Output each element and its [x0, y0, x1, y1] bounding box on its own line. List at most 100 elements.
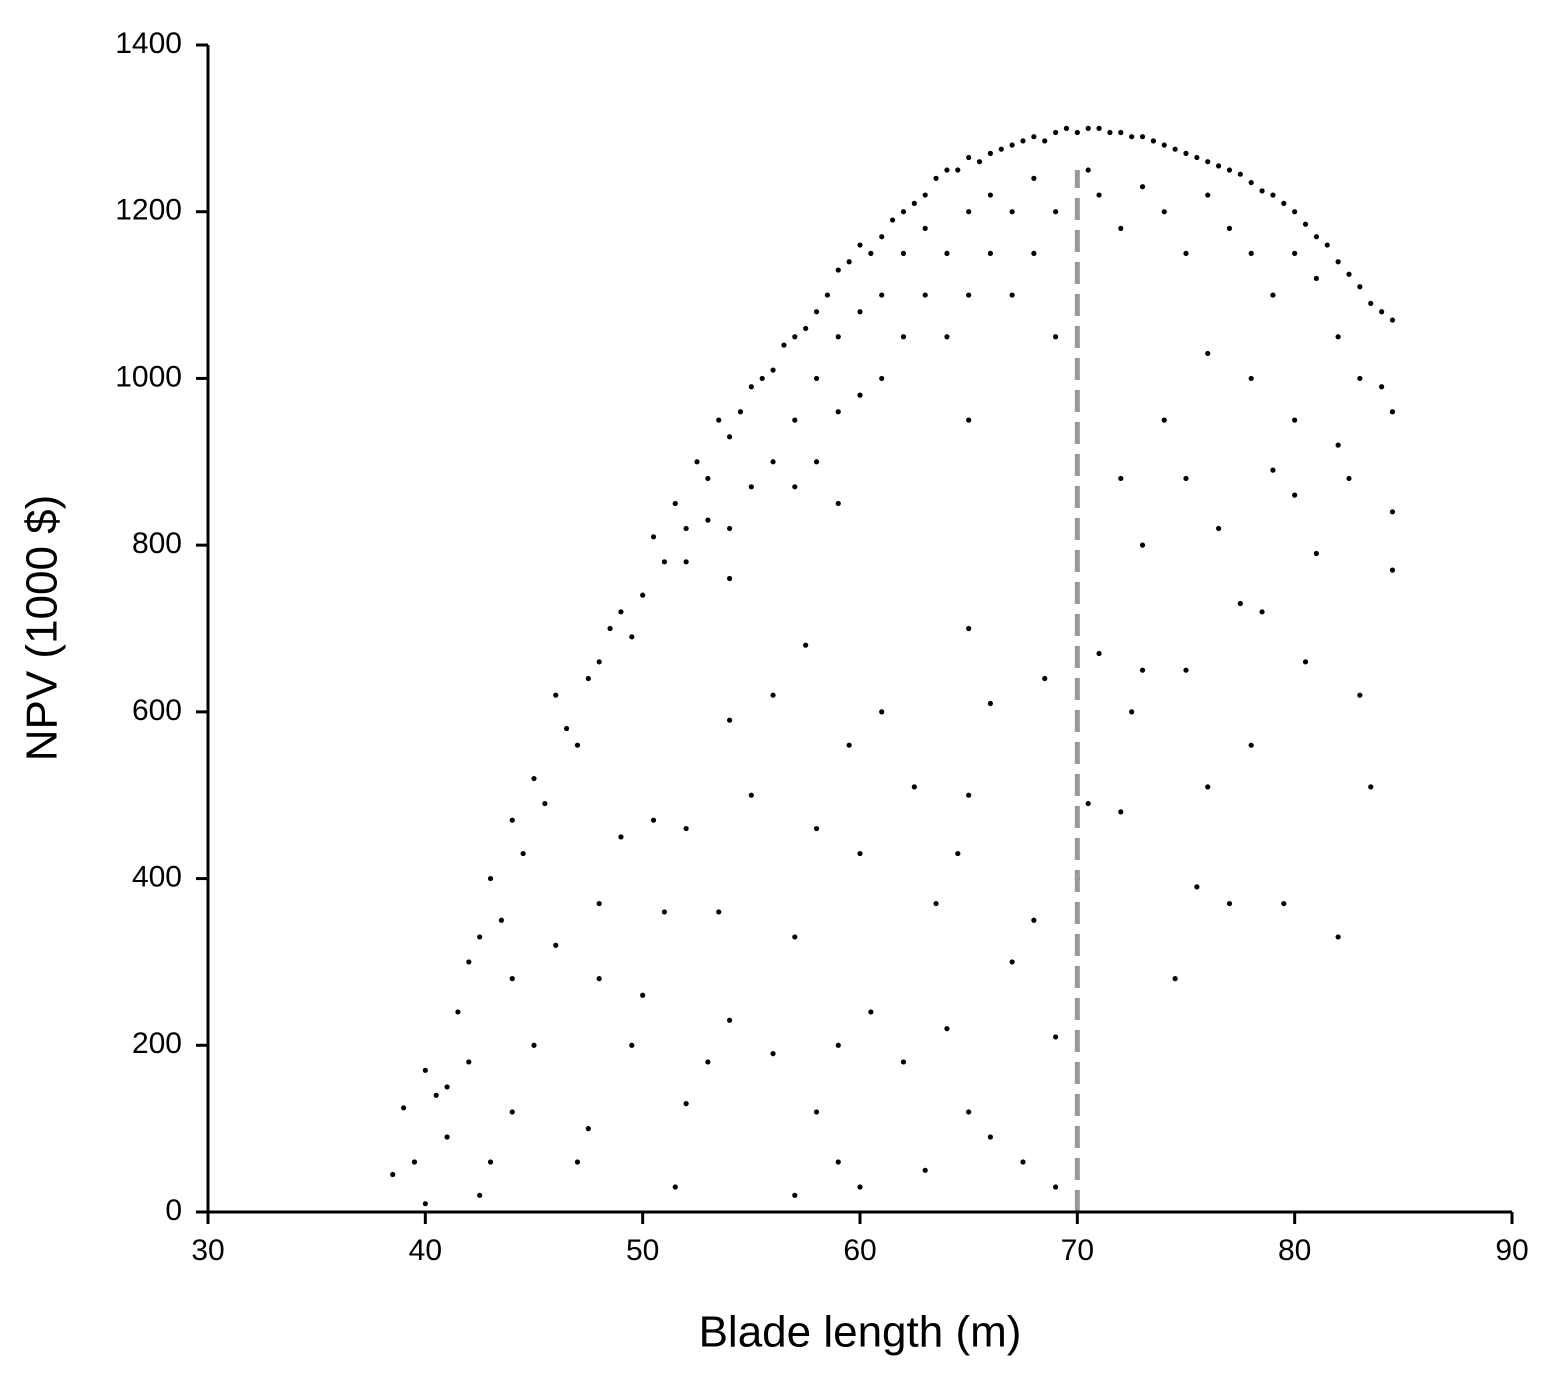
point [1085, 800, 1091, 807]
point [1270, 292, 1276, 298]
point [824, 292, 831, 298]
point [509, 976, 515, 982]
point [770, 459, 776, 465]
point [650, 817, 657, 823]
point [1379, 384, 1385, 390]
point [716, 417, 722, 423]
point [705, 1059, 711, 1065]
x-tick-label: 80 [1278, 1234, 1311, 1267]
point [1292, 209, 1298, 215]
point [694, 459, 700, 465]
point [727, 525, 733, 532]
point [716, 909, 722, 915]
point [803, 642, 809, 648]
point [770, 1051, 776, 1057]
point [433, 1092, 439, 1098]
point [727, 1017, 733, 1023]
point [1248, 742, 1254, 748]
point [1183, 250, 1189, 256]
point [1205, 159, 1211, 165]
y-tick-label: 0 [165, 1194, 182, 1227]
point [1053, 334, 1059, 340]
point [1389, 409, 1396, 415]
x-tick-label: 30 [191, 1234, 224, 1267]
point [879, 234, 885, 240]
point [1379, 309, 1385, 315]
point [944, 334, 950, 340]
point [803, 325, 809, 332]
point [1226, 167, 1233, 173]
y-tick-label: 200 [132, 1027, 182, 1060]
x-tick-label: 70 [1061, 1234, 1094, 1267]
point [1324, 242, 1330, 248]
point [890, 217, 896, 223]
point [1009, 292, 1015, 298]
point [911, 784, 917, 790]
point [1248, 375, 1254, 382]
point [487, 875, 494, 882]
point [618, 609, 624, 615]
point [911, 200, 917, 206]
y-tick-label: 1400 [115, 27, 182, 60]
point [1194, 884, 1200, 890]
point [1357, 692, 1363, 698]
point [1053, 1034, 1059, 1040]
point [868, 1009, 874, 1015]
y-tick-label: 800 [132, 527, 182, 560]
point [1302, 659, 1309, 665]
point [1237, 171, 1243, 177]
point [857, 392, 863, 398]
point [401, 1105, 407, 1111]
point [531, 1042, 537, 1048]
x-tick-label: 50 [626, 1234, 659, 1267]
point [618, 834, 624, 840]
point [1302, 221, 1309, 227]
point [955, 850, 961, 857]
point [553, 692, 559, 698]
point [792, 484, 798, 490]
point [444, 1084, 450, 1090]
point [770, 367, 776, 373]
point [1205, 192, 1211, 198]
point [966, 417, 972, 423]
point [933, 900, 939, 907]
point [1031, 134, 1037, 140]
point [466, 1059, 472, 1065]
point [1313, 234, 1319, 240]
point [683, 525, 689, 532]
point [813, 375, 820, 382]
point [650, 534, 657, 540]
point [900, 250, 907, 256]
point [422, 1067, 428, 1073]
point [813, 309, 820, 315]
point [1281, 200, 1287, 206]
point [1009, 142, 1015, 148]
point [1183, 667, 1189, 673]
point [955, 167, 961, 173]
point [835, 1159, 841, 1165]
point [1259, 188, 1265, 194]
point [705, 475, 711, 482]
point [640, 592, 646, 598]
y-axis-label: NPV (1000 $) [18, 495, 67, 762]
point [987, 1134, 994, 1140]
point [976, 159, 983, 165]
point [944, 250, 950, 256]
point [770, 692, 776, 698]
point [1183, 150, 1189, 156]
point [835, 267, 841, 273]
point [1216, 163, 1222, 169]
point [596, 976, 602, 982]
point [1357, 375, 1363, 382]
point [411, 1159, 418, 1165]
point [531, 775, 537, 782]
point [1172, 976, 1178, 982]
point [1389, 509, 1396, 515]
point [1292, 417, 1298, 423]
point [498, 917, 504, 923]
point [422, 1201, 428, 1207]
point [661, 559, 668, 565]
point [900, 334, 907, 340]
point [542, 800, 548, 807]
